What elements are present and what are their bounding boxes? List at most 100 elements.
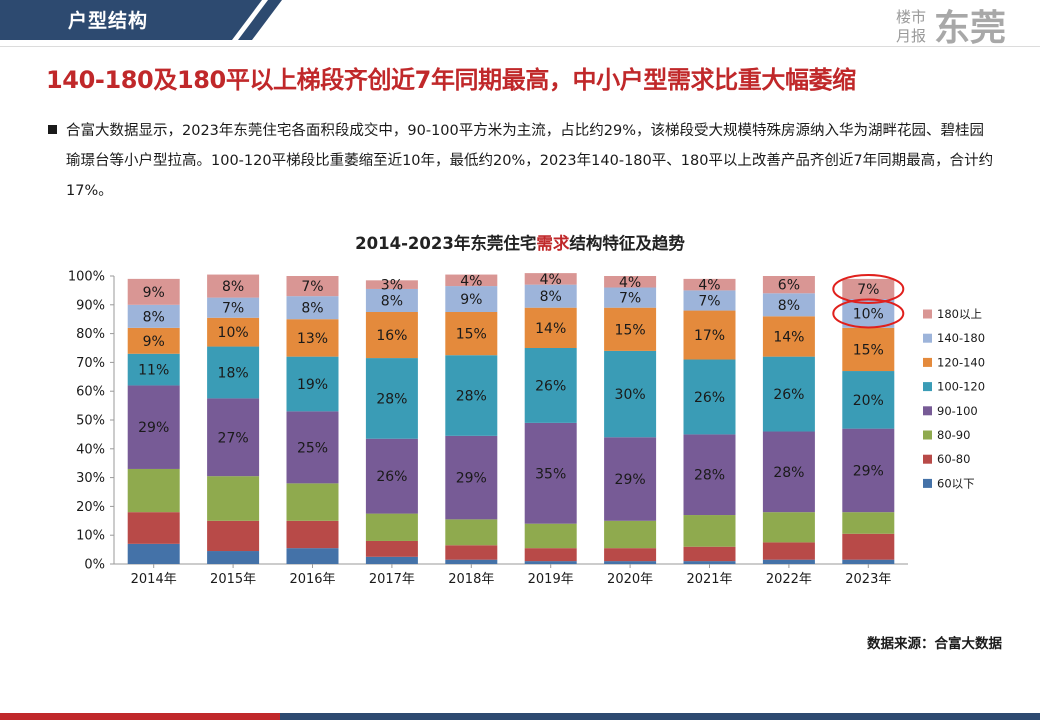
data-label: 16%: [376, 328, 407, 344]
data-label: 14%: [773, 329, 804, 345]
data-label: 7%: [619, 291, 641, 307]
logo-big-text: 东莞: [934, 7, 1007, 49]
bar-segment: [286, 548, 339, 564]
legend-swatch: [923, 454, 932, 464]
bar-segment: [365, 556, 418, 564]
bar-segment: [365, 312, 418, 359]
bar-segment: [286, 411, 339, 484]
bar-segment: [127, 304, 180, 328]
x-tick-label: 2019年: [528, 572, 574, 587]
bar-segment: [604, 350, 657, 438]
data-label: 15%: [456, 327, 487, 343]
summary-text: 合富大数据显示，2023年东莞住宅各面积段成交中，90-100平方米为主流，占比…: [66, 123, 994, 199]
data-label: 7%: [301, 279, 323, 295]
data-label: 4%: [698, 278, 720, 294]
bar-segment: [207, 476, 260, 521]
bar-segment: [127, 278, 180, 305]
data-label: 25%: [297, 440, 328, 456]
legend-swatch: [923, 430, 932, 440]
bar-segment: [762, 431, 815, 513]
data-label: 15%: [853, 342, 884, 358]
chart-title-suffix: 结构特征及趋势: [569, 234, 685, 253]
bar-segment: [842, 428, 895, 513]
bar-segment: [762, 512, 815, 543]
bar-segment: [207, 317, 260, 347]
data-label: 26%: [376, 469, 407, 485]
bar-segment: [207, 346, 260, 399]
data-label: 9%: [143, 334, 165, 350]
bar-segment: [524, 273, 577, 285]
bar-segment: [207, 274, 260, 298]
stacked-bar-chart: 0% 10% 20% 30% 40% 50% 60% 70% 80% 90% 100% 29% 11% 9…: [68, 270, 985, 588]
bar-segment: [524, 561, 577, 564]
bar-segment: [286, 520, 339, 549]
bar-segment: [127, 353, 180, 386]
data-label: 8%: [778, 298, 800, 314]
y-tick-label: 80%: [76, 327, 105, 342]
data-label: 3%: [381, 278, 403, 294]
data-label: 29%: [615, 472, 646, 488]
legend-label: 90-100: [937, 404, 978, 418]
bar-segment: [762, 276, 815, 294]
x-tick-label: 2015年: [210, 572, 256, 587]
data-label: 4%: [540, 272, 562, 288]
bar-segment: [524, 422, 577, 524]
bar-segment: [604, 520, 657, 549]
bar-segment: [604, 276, 657, 288]
chart-title-highlight: 需求: [536, 234, 570, 253]
data-label: 29%: [853, 463, 884, 479]
bar-segment: [762, 542, 815, 560]
bar-segment: [286, 319, 339, 357]
data-label: 8%: [143, 309, 165, 325]
bar-segment: [683, 561, 736, 564]
bar-segment: [445, 274, 498, 287]
section-banner: 户型结构: [0, 0, 290, 40]
y-tick-label: 60%: [76, 385, 105, 400]
legend-swatch: [923, 406, 932, 416]
y-tick-label: 30%: [76, 471, 105, 486]
data-label: 26%: [535, 378, 566, 394]
chart-title-prefix: 2014-2023年东莞住宅: [355, 234, 537, 253]
x-tick-label: 2023年: [845, 572, 891, 587]
banner-shape: [0, 0, 282, 40]
bar-segment: [842, 533, 895, 560]
data-label: 28%: [773, 465, 804, 481]
bar-segment: [286, 483, 339, 521]
data-label: 19%: [297, 377, 328, 393]
footer-blue-stripe: [280, 713, 1040, 720]
bar-segment: [604, 287, 657, 308]
bar-segment: [683, 310, 736, 360]
highlight-circle: [832, 273, 905, 304]
bar-segment: [524, 348, 577, 423]
bar-segment: [365, 438, 418, 514]
data-label: 7%: [857, 282, 879, 298]
bar-segment: [365, 288, 418, 312]
data-label: 8%: [540, 289, 562, 305]
bar-segment: [365, 540, 418, 557]
bar-segment: [762, 293, 815, 317]
bar-segment: [286, 276, 339, 297]
legend-swatch: [923, 357, 932, 367]
legend-label: 60-80: [937, 452, 970, 466]
bar-segment: [286, 296, 339, 320]
bar-segment: [445, 435, 498, 520]
bar-segment: [762, 559, 815, 564]
x-tick-label: 2017年: [369, 572, 415, 587]
data-label: 9%: [460, 292, 482, 308]
bar-segment: [604, 561, 657, 564]
bar-segment: [445, 519, 498, 546]
bar-segment: [207, 520, 260, 552]
bar-segment: [207, 551, 260, 564]
legend-label: 100-120: [937, 380, 985, 394]
data-label: 29%: [456, 471, 487, 487]
bar-segment: [365, 358, 418, 439]
data-label: 35%: [535, 466, 566, 482]
bar-segment: [127, 385, 180, 469]
bar-segment: [604, 548, 657, 562]
bar-segment: [683, 515, 736, 547]
legend-swatch: [923, 478, 932, 488]
data-label: 6%: [778, 278, 800, 294]
bar-segment: [286, 356, 339, 412]
data-label: 18%: [218, 365, 249, 381]
header-divider: [0, 46, 1040, 47]
